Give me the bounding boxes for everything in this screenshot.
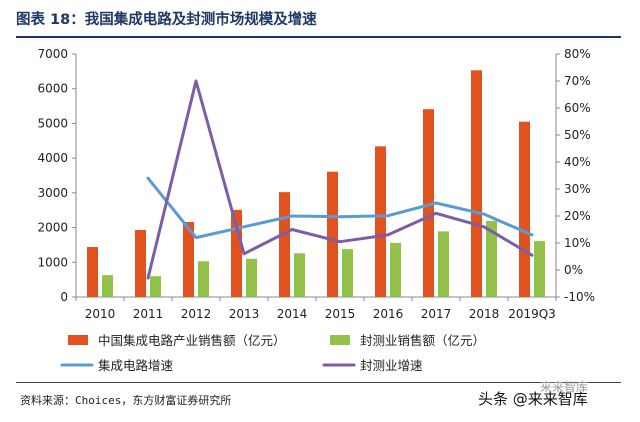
y-right-tick-label: 40% — [564, 155, 591, 169]
source-note: 资料来源：Choices，东方财富证券研究所 — [20, 394, 232, 407]
x-tick-label: 2015 — [325, 307, 356, 321]
packaging-sales-bar — [198, 261, 209, 297]
ic-sales-bar — [519, 121, 530, 297]
x-tick-label: 2019Q3 — [508, 307, 556, 321]
y-right-tick-label: -10% — [564, 290, 595, 304]
ic-sales-bar — [423, 109, 434, 298]
x-tick-label: 2014 — [277, 307, 308, 321]
y-left-tick-label: 6000 — [37, 82, 68, 96]
packaging-sales-bar — [246, 258, 257, 297]
title-bar: 图表 18：我国集成电路及封测市场规模及增速 — [16, 6, 621, 38]
x-tick-label: 2018 — [469, 307, 500, 321]
source-divider — [16, 382, 621, 383]
packaging-sales-bar — [534, 241, 545, 297]
y-left-tick-label: 4000 — [37, 151, 68, 165]
y-left-tick-label: 7000 — [37, 47, 68, 61]
packaging-growth-line — [146, 79, 534, 280]
y-left-tick-label: 1000 — [37, 255, 68, 269]
legend-ic-sales-swatch — [68, 335, 88, 345]
y-right-tick-label: 0% — [564, 263, 583, 277]
y-right-tick-label: 60% — [564, 101, 591, 115]
packaging-sales-bar — [342, 249, 353, 297]
y-right-tick-label: 20% — [564, 209, 591, 223]
packaging-sales-bar — [150, 276, 161, 297]
ic-sales-bar — [327, 171, 338, 297]
y-left-tick-label: 5000 — [37, 116, 68, 130]
legend-packaging-growth-label: 封测业增速 — [360, 358, 423, 373]
ic-growth-line — [146, 176, 534, 240]
x-tick-label: 2016 — [373, 307, 404, 321]
ic-sales-bar — [183, 222, 194, 297]
x-tick-label: 2017 — [421, 307, 452, 321]
y-right-tick-label: 70% — [564, 74, 591, 88]
legend-packaging-sales-swatch — [330, 335, 350, 345]
ic-sales-bar — [135, 230, 146, 297]
legend-packaging-sales-label: 封测业销售额（亿元） — [360, 333, 485, 348]
x-tick-label: 2010 — [85, 307, 116, 321]
ic-sales-bar — [375, 146, 386, 297]
ic-sales-bar — [231, 209, 242, 297]
x-tick-label: 2011 — [133, 307, 164, 321]
packaging-sales-bar — [438, 231, 449, 297]
ic-sales-bar — [87, 247, 98, 297]
packaging-sales-bar — [294, 253, 305, 297]
packaging-sales-bar — [390, 242, 401, 297]
watermark: 头条 @来来智库 — [478, 390, 588, 408]
packaging-sales-bar — [102, 275, 113, 297]
y-right-tick-label: 10% — [564, 236, 591, 250]
watermark-logo-text: 来来智库 — [540, 380, 589, 394]
y-left-tick-label: 2000 — [37, 221, 68, 235]
ic-sales-bar — [279, 192, 290, 297]
y-left-tick-label: 3000 — [37, 186, 68, 200]
y-right-tick-label: 30% — [564, 182, 591, 196]
ic-sales-bar — [471, 70, 482, 298]
legend-ic-sales-label: 中国集成电路产业销售额（亿元） — [98, 333, 286, 348]
x-tick-label: 2013 — [229, 307, 260, 321]
legend-ic-growth-label: 集成电路增速 — [98, 358, 174, 373]
y-right-tick-label: 80% — [564, 47, 591, 61]
y-left-tick-label: 0 — [60, 290, 68, 304]
packaging-sales-bar — [486, 220, 497, 297]
x-tick-label: 2012 — [181, 307, 212, 321]
chart-title: 图表 18：我国集成电路及封测市场规模及增速 — [16, 12, 317, 28]
y-right-tick-label: 50% — [564, 128, 591, 142]
